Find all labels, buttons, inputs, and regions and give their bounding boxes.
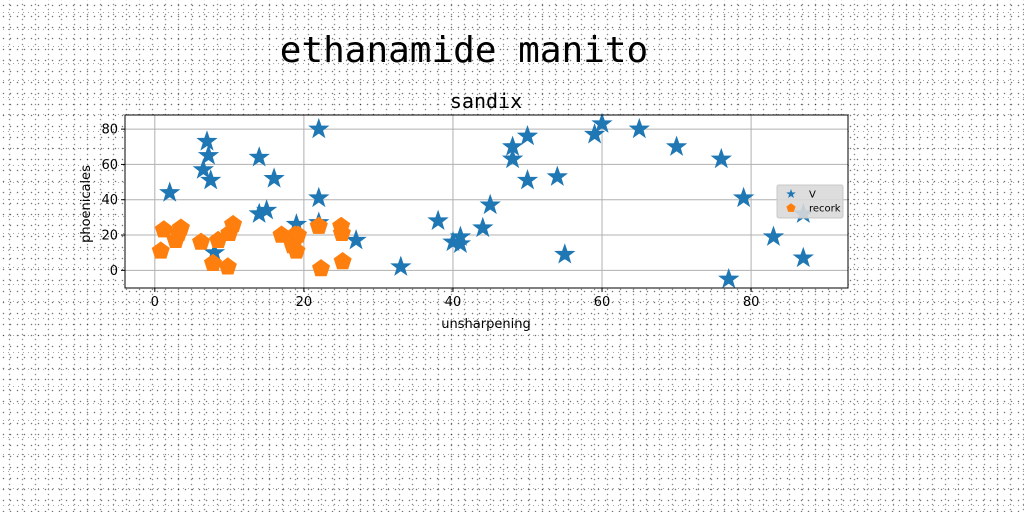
data-point-v (501, 147, 524, 169)
data-point-v (516, 124, 539, 146)
y-tick-label: 20 (101, 229, 118, 244)
data-point-recork (332, 223, 351, 242)
x-tick-label: 0 (151, 295, 159, 310)
data-point-v (583, 123, 606, 144)
y-tick-label: 40 (101, 193, 118, 208)
legend-marker-v (786, 189, 796, 198)
data-point-recork (192, 232, 211, 250)
data-point-v (159, 181, 181, 202)
data-point-recork (224, 214, 243, 233)
axis-ticks: 0 20 40 60 80 0 20 40 60 80 (101, 123, 759, 310)
data-point-v (792, 246, 814, 268)
data-point-v (200, 169, 222, 190)
data-point-v (263, 167, 285, 188)
data-point-recork (309, 216, 328, 234)
data-point-v (628, 117, 650, 139)
chart-title: sandix (450, 89, 522, 113)
data-point-v (255, 199, 278, 220)
data-point-v (427, 209, 449, 230)
data-point-recork (312, 259, 331, 277)
data-point-v (449, 232, 472, 253)
data-point-v (665, 135, 688, 156)
data-point-v (345, 229, 367, 250)
data-point-recork (154, 220, 173, 238)
data-point-recork (288, 225, 307, 243)
figure-title: ethanamide manito (280, 30, 648, 71)
x-tick-label: 80 (743, 295, 760, 310)
data-point-v (479, 193, 501, 215)
data-point-recork (218, 257, 237, 275)
data-point-v (516, 169, 539, 190)
data-point-v (591, 112, 613, 133)
data-point-v (196, 130, 218, 151)
data-point-v (554, 243, 576, 264)
plot-frame (124, 114, 849, 289)
data-point-recork (203, 253, 222, 272)
data-point-recork (333, 252, 352, 270)
data-point-v (390, 255, 412, 276)
legend-label: recork (809, 204, 841, 215)
y-tick-label: 60 (101, 158, 118, 173)
data-point-recork (171, 218, 190, 236)
data-point-v (308, 117, 330, 139)
x-tick-label: 60 (594, 295, 611, 310)
data-point-v (472, 216, 494, 238)
data-point-v (192, 158, 214, 179)
grid-lines (125, 115, 848, 288)
data-point-recork (287, 241, 306, 259)
data-point-recork (151, 241, 170, 259)
y-tick-label: 80 (101, 123, 118, 138)
data-point-v (546, 165, 568, 186)
data-point-v (718, 267, 740, 289)
x-axis-label: unsharpening (441, 317, 530, 332)
data-point-v (248, 146, 270, 167)
legend-marker-recork (786, 203, 796, 212)
data-point-v (762, 225, 785, 246)
x-tick-label: 40 (445, 295, 462, 310)
data-point-v (732, 186, 755, 208)
x-tick-label: 20 (296, 295, 313, 310)
y-axis-label: phoenicales (79, 165, 94, 243)
data-point-v (710, 147, 732, 169)
data-marks (151, 112, 814, 289)
data-point-v (197, 144, 220, 165)
data-point-v (308, 186, 330, 208)
y-tick-label: 0 (110, 264, 118, 279)
legend-label: V (809, 190, 816, 201)
